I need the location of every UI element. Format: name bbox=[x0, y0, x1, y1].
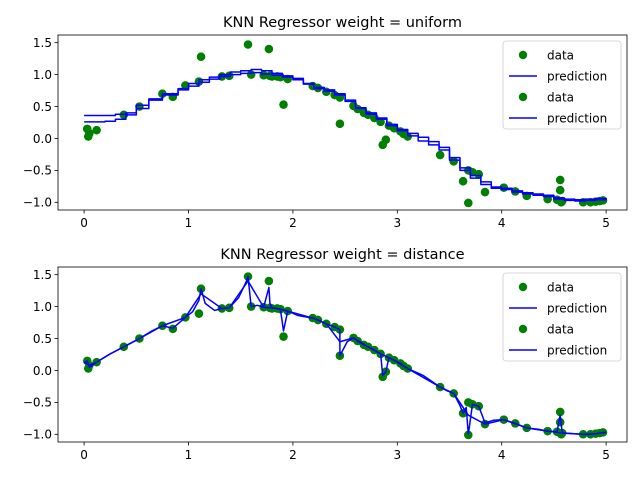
plot-content bbox=[83, 40, 608, 208]
x-tick-label: 0 bbox=[80, 216, 88, 230]
x-tick-label: 0 bbox=[80, 448, 88, 462]
y-tick-label: 0.5 bbox=[33, 100, 52, 114]
x-tick-label: 1 bbox=[185, 448, 193, 462]
x-tick-label: 2 bbox=[289, 448, 297, 462]
legend-marker bbox=[518, 50, 528, 60]
chart-title: KNN Regressor weight = uniform bbox=[223, 15, 462, 31]
x-tick-label: 2 bbox=[289, 216, 297, 230]
legend-label: prediction bbox=[547, 301, 607, 315]
plot-content bbox=[83, 272, 608, 440]
y-tick-label: 1.5 bbox=[33, 36, 52, 50]
data-point bbox=[555, 175, 565, 185]
data-point bbox=[279, 332, 288, 341]
data-point bbox=[464, 198, 473, 208]
x-tick-label: 4 bbox=[498, 448, 506, 462]
legend-frame bbox=[502, 40, 622, 130]
chart-title: KNN Regressor weight = distance bbox=[220, 247, 464, 263]
data-point bbox=[555, 407, 565, 417]
legend-label: prediction bbox=[547, 69, 607, 83]
y-tick-label: −0.5 bbox=[23, 396, 52, 410]
legend-label: data bbox=[547, 48, 574, 62]
data-point bbox=[279, 100, 288, 109]
plot-area-frame bbox=[57, 34, 628, 211]
y-tick-label: −1.0 bbox=[23, 196, 52, 210]
legend-label: data bbox=[547, 90, 574, 104]
legend-marker bbox=[518, 324, 528, 334]
y-tick-label: −0.5 bbox=[23, 164, 52, 178]
data-point bbox=[243, 40, 253, 49]
data-point bbox=[264, 276, 274, 286]
data-point bbox=[449, 157, 458, 166]
legend: data prediction data prediction bbox=[502, 40, 622, 130]
legend-label: data bbox=[547, 280, 574, 294]
data-point bbox=[474, 170, 483, 179]
x-tick-label: 4 bbox=[498, 216, 506, 230]
y-tick-label: 0.0 bbox=[33, 132, 52, 146]
uniform-panel: KNN Regressor weight = uniform 0 1 2 3 4 5 −1.0… bbox=[23, 15, 628, 230]
data-point bbox=[264, 44, 274, 54]
prediction-line bbox=[84, 68, 607, 201]
legend-frame bbox=[502, 272, 622, 362]
x-tick-label: 3 bbox=[393, 216, 401, 230]
legend-marker bbox=[518, 92, 528, 102]
y-tick-label: 1.5 bbox=[33, 268, 52, 282]
y-tick-label: 0.5 bbox=[33, 332, 52, 346]
legend: data prediction data prediction bbox=[502, 272, 622, 362]
data-point bbox=[194, 309, 204, 318]
y-tick-label: 0.0 bbox=[33, 364, 52, 378]
y-tick-label: −1.0 bbox=[23, 428, 52, 442]
data-point bbox=[246, 70, 256, 79]
data-point bbox=[196, 52, 206, 61]
data-point bbox=[480, 187, 490, 197]
legend-label: data bbox=[547, 322, 574, 336]
x-tick-label: 1 bbox=[185, 216, 193, 230]
data-point bbox=[381, 135, 391, 144]
prediction-line bbox=[83, 275, 607, 436]
data-point bbox=[555, 186, 565, 195]
legend-marker bbox=[518, 282, 528, 292]
y-tick-label: 1.0 bbox=[33, 68, 52, 82]
data-point bbox=[181, 81, 190, 90]
x-tick-label: 5 bbox=[602, 216, 610, 230]
data-point bbox=[335, 119, 345, 128]
distance-panel: KNN Regressor weight = distance 0 1 2 3 4 5 −1.… bbox=[23, 247, 628, 462]
data-point bbox=[92, 125, 101, 135]
data-point bbox=[458, 177, 468, 186]
data-point bbox=[85, 129, 94, 138]
x-tick-label: 3 bbox=[393, 448, 401, 462]
data-point bbox=[435, 150, 445, 160]
plot-area-frame bbox=[57, 266, 628, 443]
legend-label: prediction bbox=[547, 111, 607, 125]
y-tick-label: 1.0 bbox=[33, 300, 52, 314]
legend-label: prediction bbox=[547, 343, 607, 357]
x-tick-label: 5 bbox=[602, 448, 610, 462]
